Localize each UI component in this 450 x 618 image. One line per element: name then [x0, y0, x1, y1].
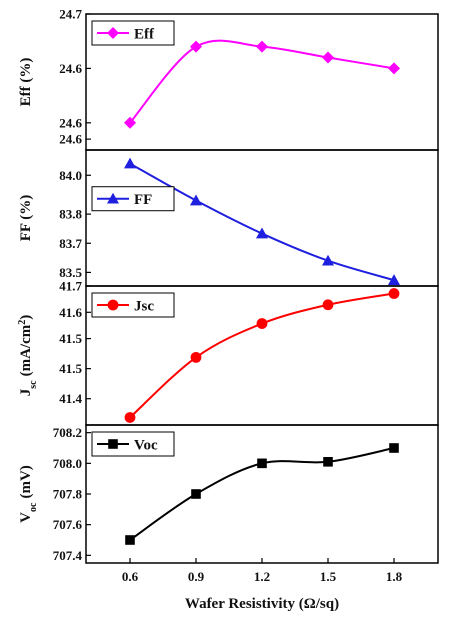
legend-marker-voc	[108, 439, 118, 449]
series-line-eff	[129, 39, 395, 124]
y-tick-label-voc: 707.4	[53, 548, 83, 563]
legend-eff: Eff	[91, 20, 175, 46]
y-axis-title-jsc: Jsc(mA/cm2)	[17, 315, 39, 397]
data-point-jsc	[388, 288, 400, 299]
legend-label-jsc: Jsc	[134, 299, 154, 315]
legend-ff: FF	[91, 186, 175, 212]
y-tick-label-ff: 84.0	[59, 168, 82, 183]
data-point-eff	[388, 62, 400, 75]
y-tick-label-jsc: 41.5	[59, 361, 82, 376]
legend-label-voc: Voc	[134, 438, 158, 454]
legend-box-jsc	[91, 292, 175, 318]
data-point-voc	[389, 443, 399, 453]
y-tick-label-voc: 707.8	[53, 487, 83, 502]
legend-marker-eff	[107, 27, 119, 39]
legend-jsc: Jsc	[91, 292, 175, 318]
y-axis-title-voc: Voc(mV)	[18, 465, 39, 523]
y-tick-label-eff: 24.7	[59, 7, 82, 22]
data-point-voc	[125, 535, 135, 545]
legend-label-ff: FF	[134, 192, 152, 208]
legend-box-ff	[91, 186, 175, 212]
legend-box-eff	[91, 20, 175, 46]
y-tick-label-jsc: 41.7	[59, 279, 82, 294]
series-line-ff	[129, 162, 395, 282]
y-tick-label-voc: 708.2	[53, 425, 82, 440]
data-point-ff	[322, 254, 334, 266]
x-axis-title: Wafer Resistivity (Ω/sq)	[185, 596, 339, 612]
data-point-jsc	[190, 351, 202, 363]
data-point-eff	[124, 116, 136, 129]
data-point-jsc	[124, 412, 136, 423]
data-point-ff	[388, 274, 400, 285]
legend-marker-jsc	[107, 299, 119, 311]
legend-marker-ff	[107, 192, 119, 204]
y-tick-label-jsc: 41.4	[59, 391, 82, 406]
data-point-eff	[256, 40, 268, 53]
y-tick-label-eff: 24.6	[59, 115, 82, 130]
x-tick-label: 1.5	[320, 569, 337, 584]
data-point-ff	[124, 157, 136, 169]
data-point-voc	[257, 458, 267, 469]
panel-frame-ff	[85, 149, 439, 287]
x-tick-label: 1.8	[386, 569, 403, 584]
data-point-eff	[190, 40, 202, 53]
data-point-ff	[256, 227, 268, 239]
y-tick-label-jsc: 41.5	[59, 331, 82, 346]
x-tick-label: 0.6	[122, 569, 139, 584]
y-axis-title-eff: Eff (%)	[18, 58, 34, 107]
data-point-jsc	[322, 299, 334, 311]
data-point-voc	[323, 457, 333, 467]
data-point-ff	[190, 194, 202, 206]
y-tick-label-jsc: 41.6	[59, 305, 82, 320]
y-tick-label-ff: 83.8	[59, 207, 82, 222]
legend-voc: Voc	[91, 431, 175, 457]
panel-eff: 24.7 24.6 24.6 24.6 Eff (%) Eff	[18, 7, 439, 151]
y-tick-label-voc: 708.0	[53, 456, 82, 471]
y-axis-title-ff: FF (%)	[18, 195, 34, 242]
y-tick-label-eff: 24.6	[59, 132, 82, 147]
legend-label-eff: Eff	[134, 27, 155, 43]
y-tick-label-ff: 83.5	[59, 265, 82, 280]
panel-jsc: 41.7 41.6 41.5 41.5 41.4 Jsc(mA/cm2) Jsc	[17, 279, 439, 426]
data-point-eff	[322, 51, 334, 64]
data-point-voc	[191, 489, 201, 499]
y-tick-label-eff: 24.6	[59, 61, 82, 76]
y-tick-label-ff: 83.7	[59, 236, 82, 251]
panel-ff: 84.0 83.8 83.7 83.5 FF (%) FF	[18, 149, 439, 287]
x-tick-label: 0.9	[188, 569, 205, 584]
data-point-jsc	[256, 318, 268, 329]
x-tick-label: 1.2	[254, 569, 270, 584]
y-tick-label-voc: 707.6	[53, 517, 83, 532]
panel-voc: 708.2 708.0 707.8 707.6 707.4 Voc(mV) Voc	[18, 424, 439, 564]
